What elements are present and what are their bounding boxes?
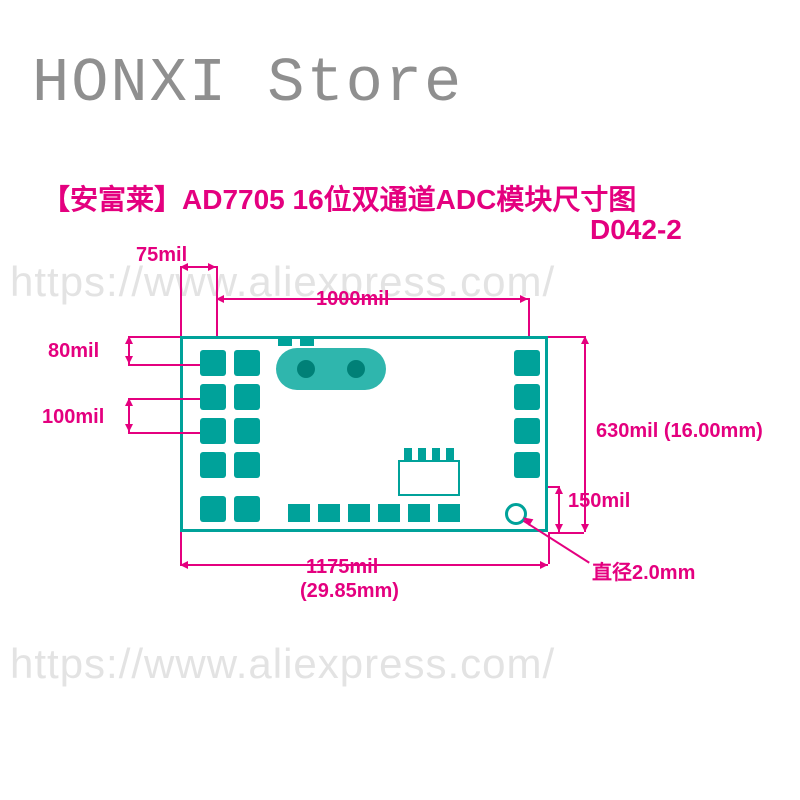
- dim-ext: [128, 398, 200, 400]
- pad-left-0-1: [234, 350, 260, 376]
- dim-ext: [128, 432, 200, 434]
- arrow-up-icon: [125, 398, 133, 406]
- pad-right-0-0: [514, 350, 540, 376]
- dim-80mil: 80mil: [48, 340, 99, 363]
- pad-left-0-0: [200, 350, 226, 376]
- arrow-down-icon: [555, 524, 563, 532]
- smd-top-1: [300, 336, 314, 346]
- oval-component: [276, 348, 386, 390]
- arrow-down-icon: [125, 356, 133, 364]
- arrow-right-icon: [208, 263, 216, 271]
- chip-pin-2: [432, 448, 440, 460]
- chip-pin-1: [418, 448, 426, 460]
- pad-left-2-0: [200, 418, 226, 444]
- dim-ext: [548, 336, 584, 338]
- chip-pin-0: [404, 448, 412, 460]
- arrow-right-icon: [540, 561, 548, 569]
- pad-left-3-1: [234, 452, 260, 478]
- watermark-url-2: https://www.aliexpress.com/: [10, 640, 555, 688]
- arrow-up-icon: [581, 336, 589, 344]
- title-line-2: D042-2: [590, 214, 682, 246]
- dim-ext: [180, 266, 182, 336]
- dim-100mil: 100mil: [42, 406, 104, 429]
- pad-bottom-4: [408, 504, 430, 522]
- dim-75mil: 75mil: [136, 244, 187, 267]
- dim-ext: [128, 336, 180, 338]
- arrow-down-icon: [581, 524, 589, 532]
- pad-left-2-1: [234, 418, 260, 444]
- chip-pin-3: [446, 448, 454, 460]
- pad-bottom-3: [378, 504, 400, 522]
- pad-left-1-1: [234, 384, 260, 410]
- dim-ext: [528, 298, 530, 336]
- dim-1175mm: (29.85mm): [300, 580, 399, 603]
- dim-ext: [128, 364, 200, 366]
- pad-bottom-5: [438, 504, 460, 522]
- oval-dot-1: [347, 360, 365, 378]
- dim-630mil: 630mil (16.00mm): [596, 420, 763, 443]
- chip-body: [398, 460, 460, 496]
- dim-ext: [216, 266, 218, 298]
- smd-top-0: [278, 336, 292, 346]
- dim-ext: [180, 532, 182, 564]
- pad-right-1-0: [514, 384, 540, 410]
- pad-bottom-1: [318, 504, 340, 522]
- dim-150mil: 150mil: [568, 490, 630, 513]
- pad-left-1-0: [200, 384, 226, 410]
- arrow-up-icon: [555, 486, 563, 494]
- dim-1000mil: 1000mil: [316, 288, 389, 311]
- watermark-store: HONXI Store: [32, 48, 463, 119]
- title-line-1: 【安富莱】AD7705 16位双通道ADC模块尺寸图: [42, 178, 636, 218]
- dim-ext: [216, 298, 218, 336]
- arrow-down-icon: [125, 424, 133, 432]
- pad-right-3-0: [514, 452, 540, 478]
- dim-1175mil: 1175mil: [306, 556, 378, 579]
- arrow-up-icon: [125, 336, 133, 344]
- pad-leftbot-0-0: [200, 496, 226, 522]
- oval-dot-0: [297, 360, 315, 378]
- arrow-left-icon: [180, 561, 188, 569]
- pad-leftbot-0-1: [234, 496, 260, 522]
- pad-bottom-0: [288, 504, 310, 522]
- pad-left-3-0: [200, 452, 226, 478]
- dim-diameter: 直径2.0mm: [592, 556, 695, 585]
- pad-right-2-0: [514, 418, 540, 444]
- pad-bottom-2: [348, 504, 370, 522]
- arrow-right-icon: [520, 295, 528, 303]
